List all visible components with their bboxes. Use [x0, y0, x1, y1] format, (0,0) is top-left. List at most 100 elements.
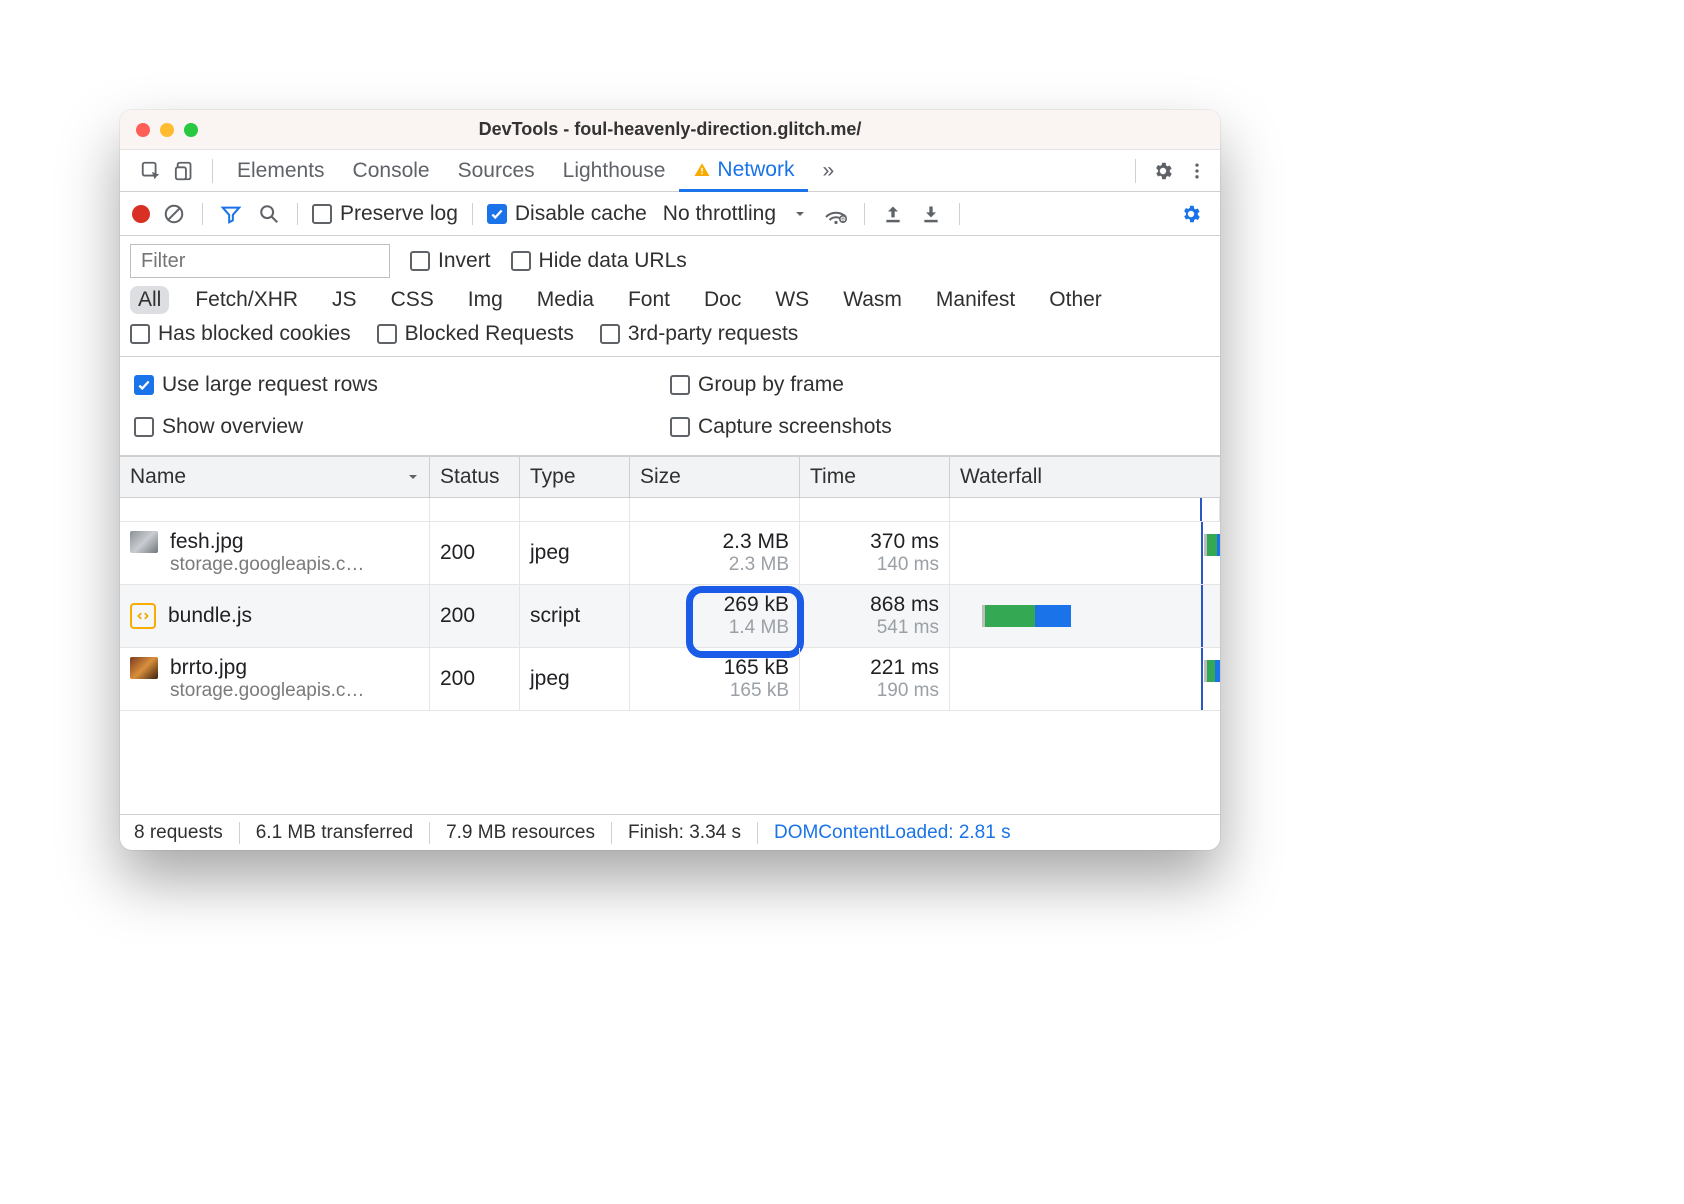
network-conditions-icon[interactable] [822, 204, 850, 224]
waterfall-cell [950, 585, 1220, 647]
checkbox-icon [134, 375, 154, 395]
image-thumbnail-icon [130, 657, 158, 679]
sort-indicator-icon [407, 471, 419, 483]
type-filter-row: All Fetch/XHR JS CSS Img Media Font Doc WS Wasm Ma… [130, 286, 1210, 314]
table-row[interactable]: bundle.js200script269 kB1.4 MB868 ms541 … [120, 585, 1220, 648]
type-filter-media[interactable]: Media [529, 286, 602, 314]
upload-har-icon[interactable] [879, 204, 907, 224]
request-domain: storage.googleapis.c… [170, 554, 419, 576]
settings-icon[interactable] [1146, 154, 1180, 188]
tab-label: Network [717, 158, 794, 182]
status-finish: Finish: 3.34 s [612, 822, 758, 844]
hide-data-urls-checkbox[interactable]: Hide data URLs [511, 249, 687, 273]
checkbox-label: Capture screenshots [698, 415, 892, 439]
tab-console[interactable]: Console [339, 150, 444, 191]
type-filter-manifest[interactable]: Manifest [928, 286, 1023, 314]
has-blocked-cookies-checkbox[interactable]: Has blocked cookies [130, 322, 351, 346]
col-waterfall[interactable]: Waterfall [950, 457, 1220, 497]
separator [212, 159, 213, 183]
type-filter-all[interactable]: All [130, 286, 169, 314]
preserve-log-checkbox[interactable]: Preserve log [312, 202, 458, 226]
capture-screenshots-checkbox[interactable]: Capture screenshots [670, 415, 1206, 439]
throttling-select[interactable]: No throttling [657, 202, 812, 226]
image-thumbnail-icon [130, 531, 158, 553]
panel-tabstrip: Elements Console Sources Lighthouse Netw… [120, 150, 1220, 192]
close-window-button[interactable] [136, 123, 150, 137]
network-settings-icon[interactable] [1174, 197, 1208, 231]
group-by-frame-checkbox[interactable]: Group by frame [670, 373, 1206, 397]
col-label: Waterfall [960, 465, 1042, 489]
blocked-requests-checkbox[interactable]: Blocked Requests [377, 322, 574, 346]
checkbox-label: Use large request rows [162, 373, 378, 397]
tab-lighthouse[interactable]: Lighthouse [549, 150, 680, 191]
large-rows-checkbox[interactable]: Use large request rows [134, 373, 670, 397]
select-value: No throttling [663, 202, 776, 226]
checkbox-label: Invert [438, 249, 491, 273]
type-filter-doc[interactable]: Doc [696, 286, 749, 314]
checkbox-label: Preserve log [340, 202, 458, 226]
device-toggle-icon[interactable] [168, 160, 202, 182]
type-filter-css[interactable]: CSS [383, 286, 442, 314]
time-total: 868 ms [870, 593, 939, 617]
type-filter-fetchxhr[interactable]: Fetch/XHR [187, 286, 306, 314]
record-button[interactable] [132, 205, 150, 223]
col-time[interactable]: Time [800, 457, 950, 497]
filter-panel: Invert Hide data URLs All Fetch/XHR JS CSS I… [120, 236, 1220, 357]
tab-network[interactable]: Network [679, 151, 808, 192]
more-icon[interactable] [1180, 154, 1214, 188]
inspect-icon[interactable] [134, 160, 168, 182]
checkbox-icon [312, 204, 332, 224]
size-resource: 1.4 MB [729, 617, 789, 639]
separator [864, 203, 865, 225]
request-domain: storage.googleapis.c… [170, 680, 419, 702]
minimize-window-button[interactable] [160, 123, 174, 137]
table-row[interactable]: brrto.jpgstorage.googleapis.c…200jpeg165… [120, 648, 1220, 711]
status-resources: 7.9 MB resources [430, 822, 612, 844]
checkbox-label: Hide data URLs [539, 249, 687, 273]
tab-label: Lighthouse [563, 159, 666, 183]
waterfall-cell [950, 648, 1220, 710]
checkbox-icon [600, 324, 620, 344]
col-status[interactable]: Status [430, 457, 520, 497]
show-overview-checkbox[interactable]: Show overview [134, 415, 670, 439]
col-type[interactable]: Type [520, 457, 630, 497]
resource-type: jpeg [530, 667, 619, 691]
type-filter-wasm[interactable]: Wasm [835, 286, 910, 314]
size-resource: 165 kB [730, 680, 789, 702]
overflow-label: » [822, 159, 834, 183]
checkbox-label: Show overview [162, 415, 303, 439]
tab-sources[interactable]: Sources [444, 150, 549, 191]
resource-type: jpeg [530, 541, 619, 565]
search-icon[interactable] [255, 203, 283, 225]
table-row-partial [120, 498, 1220, 522]
zoom-window-button[interactable] [184, 123, 198, 137]
filter-toggle-icon[interactable] [217, 203, 245, 225]
download-har-icon[interactable] [917, 204, 945, 224]
disable-cache-checkbox[interactable]: Disable cache [487, 202, 647, 226]
clear-icon[interactable] [160, 203, 188, 225]
checkbox-label: Disable cache [515, 202, 647, 226]
checkbox-icon [377, 324, 397, 344]
checkbox-label: 3rd-party requests [628, 322, 798, 346]
col-name[interactable]: Name [120, 457, 430, 497]
checkbox-icon [487, 204, 507, 224]
type-filter-font[interactable]: Font [620, 286, 678, 314]
window-title: DevTools - foul-heavenly-direction.glitc… [120, 119, 1220, 140]
checkbox-icon [134, 417, 154, 437]
traffic-lights [136, 123, 198, 137]
filter-input[interactable] [130, 244, 390, 278]
type-filter-ws[interactable]: WS [767, 286, 817, 314]
tabs-overflow[interactable]: » [808, 150, 848, 191]
checkbox-icon [670, 417, 690, 437]
invert-checkbox[interactable]: Invert [410, 249, 491, 273]
table-header: Name Status Type Size Time Waterfall [120, 456, 1220, 498]
tab-elements[interactable]: Elements [223, 150, 339, 191]
time-total: 221 ms [870, 656, 939, 680]
third-party-checkbox[interactable]: 3rd-party requests [600, 322, 798, 346]
type-filter-other[interactable]: Other [1041, 286, 1110, 314]
col-size[interactable]: Size [630, 457, 800, 497]
request-name: fesh.jpg [170, 530, 244, 554]
table-row[interactable]: fesh.jpgstorage.googleapis.c…200jpeg2.3 … [120, 522, 1220, 585]
type-filter-js[interactable]: JS [324, 286, 365, 314]
type-filter-img[interactable]: Img [460, 286, 511, 314]
